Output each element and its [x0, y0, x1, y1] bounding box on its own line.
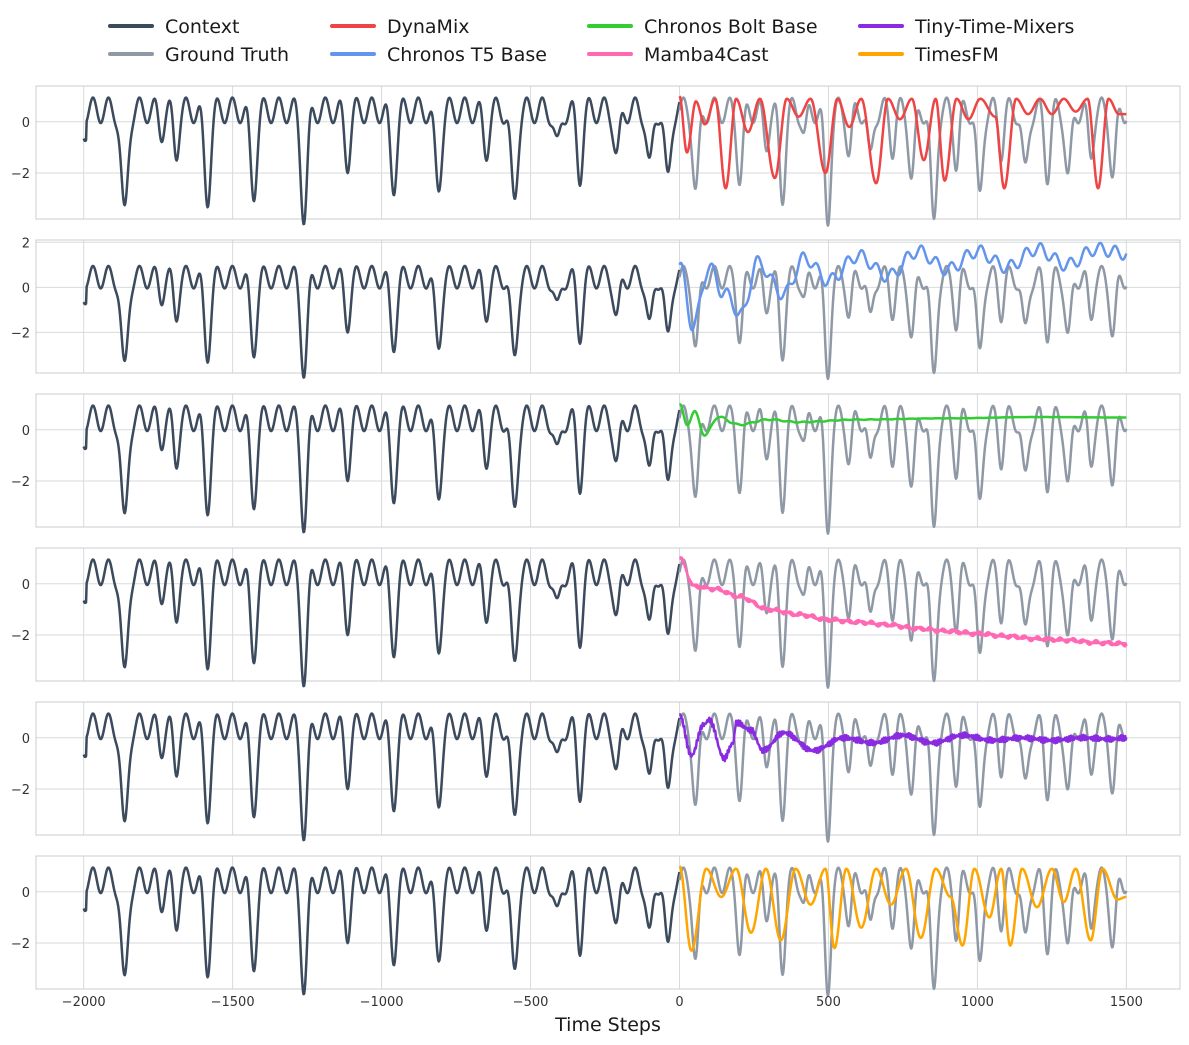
y-tick-label: −2 [11, 475, 30, 490]
y-tick-label: −2 [11, 167, 30, 182]
forecast-line [678, 865, 1128, 952]
y-tick-label: 2 [22, 236, 30, 251]
ground-truth-line [678, 712, 1128, 843]
context-line [82, 404, 681, 534]
x-axis-title: Time Steps [554, 1014, 661, 1036]
forecast-line [678, 95, 1128, 190]
x-tick-label: −500 [513, 995, 549, 1010]
x-tick-label: 1500 [1110, 995, 1143, 1010]
x-axis: −2000 −1500 −1000 −500 0 500 1000 1500 [62, 995, 1143, 1010]
panel-chronos-bolt-base: 0 −2 [11, 393, 1181, 535]
x-tick-label: 1000 [961, 995, 994, 1010]
legend-label: Chronos T5 Base [387, 44, 547, 66]
context-line [82, 96, 681, 226]
legend-label: Tiny-Time-Mixers [914, 16, 1074, 38]
panel-frame [35, 393, 1181, 528]
y-tick-label: 0 [22, 116, 30, 131]
y-tick-label: −2 [11, 937, 30, 952]
legend-label: Mamba4Cast [644, 44, 769, 66]
y-tick-label: −2 [11, 326, 30, 341]
legend-label: Ground Truth [165, 44, 289, 66]
forecast-line [678, 713, 1128, 763]
panel-mamba4cast: 0 −2 [11, 547, 1181, 689]
y-tick-label: 0 [22, 886, 30, 901]
x-tick-label: −1500 [211, 995, 255, 1010]
y-tick-label: 0 [22, 578, 30, 593]
panel-frame [35, 547, 1181, 682]
panel-frame [35, 85, 1181, 220]
panel-frame [35, 701, 1181, 836]
context-line [82, 264, 681, 379]
forecast-line [678, 556, 1128, 648]
x-tick-label: −1000 [360, 995, 404, 1010]
panel-tiny-time-mixers: 0 −2 [11, 701, 1181, 843]
legend-label: TimesFM [914, 44, 999, 66]
ground-truth-line [678, 96, 1128, 227]
y-tick-label: 0 [22, 281, 30, 296]
context-line [82, 712, 681, 842]
ground-truth-line [678, 264, 1128, 381]
y-tick-label: 0 [22, 732, 30, 747]
context-line [82, 558, 681, 688]
panel-dynamix: 0 −2 [11, 85, 1181, 227]
legend: Context Ground Truth DynaMix Chronos T5 Bas… [108, 16, 1074, 66]
x-tick-label: 500 [816, 995, 841, 1010]
panel-frame [35, 855, 1181, 990]
y-tick-label: −2 [11, 629, 30, 644]
legend-label: DynaMix [387, 16, 469, 38]
x-tick-label: 0 [675, 995, 683, 1010]
forecast-line [678, 402, 1128, 437]
panel-frame [35, 239, 1181, 374]
y-tick-label: −2 [11, 783, 30, 798]
y-tick-label: 0 [22, 424, 30, 439]
ground-truth-line [678, 404, 1128, 535]
forecast-line [678, 241, 1128, 332]
panel-chronos-t5-base: 0 −2 2 [11, 236, 1181, 381]
context-line [82, 866, 681, 996]
panel-timesfm: 0 −2 [11, 855, 1181, 997]
legend-label: Chronos Bolt Base [644, 16, 818, 38]
legend-label: Context [165, 16, 239, 38]
x-tick-label: −2000 [62, 995, 106, 1010]
ground-truth-line [678, 558, 1128, 689]
panels: 0 −2 0 −2 2 0 −2 0 −2 0 −2 0 −2 [11, 85, 1181, 997]
